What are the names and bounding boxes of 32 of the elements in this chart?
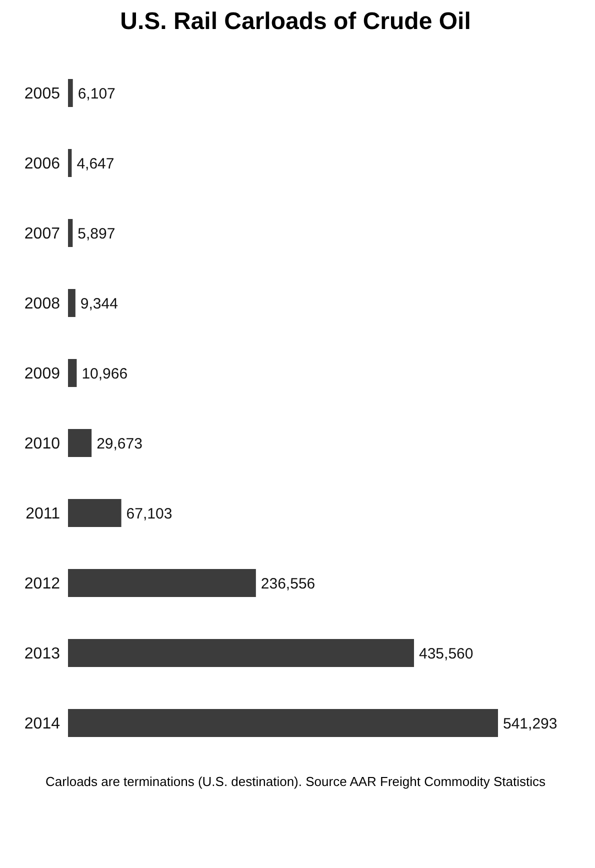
- data-label: 9,344: [80, 295, 118, 312]
- y-tick-label: 2013: [24, 646, 60, 663]
- y-tick-label: 2005: [24, 86, 60, 103]
- text: Carloads are terminations (U.S. destination). Source AAR Freight Commodity Statistics: [44, 774, 546, 789]
- data-label: 541,293: [503, 715, 558, 732]
- bar: [68, 499, 122, 527]
- data-label: 236,556: [260, 575, 316, 592]
- y-tick-label: 2014: [24, 716, 60, 733]
- y-tick-label: 2012: [24, 576, 60, 593]
- data-label: 6,107: [78, 85, 116, 102]
- bar: [68, 219, 73, 247]
- bar: [68, 149, 72, 177]
- y-tick-label: 2006: [24, 156, 60, 173]
- y-tick-label: 2009: [24, 366, 60, 383]
- bar: [68, 79, 73, 107]
- data-label: 67,103: [126, 505, 172, 522]
- data-label: 29,673: [96, 435, 142, 452]
- y-tick-label: 2011: [26, 506, 60, 523]
- chart-title: U.S. Rail Carloads of Crude Oil: [119, 8, 472, 36]
- bar: [68, 429, 92, 457]
- bar: [68, 709, 498, 737]
- bar: [68, 359, 77, 387]
- bar: [68, 639, 414, 667]
- data-label: 4,647: [76, 155, 114, 172]
- data-label: 5,897: [78, 225, 116, 242]
- data-label: 435,560: [419, 645, 474, 662]
- y-tick-label: 2010: [24, 436, 60, 453]
- bar: [68, 289, 76, 317]
- bar: [68, 569, 256, 597]
- y-tick-label: 2007: [24, 226, 60, 243]
- y-tick-label: 2008: [24, 296, 60, 313]
- data-label: 10,966: [82, 365, 128, 382]
